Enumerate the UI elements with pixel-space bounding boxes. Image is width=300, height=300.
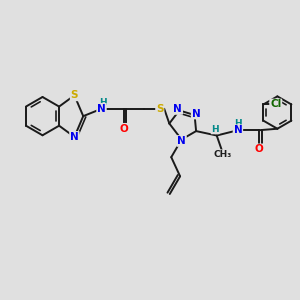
Text: N: N [173, 104, 182, 114]
Text: O: O [255, 144, 263, 154]
Text: H: H [234, 119, 242, 128]
Text: N: N [177, 136, 186, 146]
Text: S: S [71, 90, 78, 100]
Text: N: N [233, 125, 242, 135]
Text: O: O [119, 124, 128, 134]
Text: N: N [97, 104, 106, 114]
Text: CH₃: CH₃ [214, 150, 232, 159]
Text: S: S [156, 104, 164, 114]
Text: N: N [192, 109, 200, 118]
Text: H: H [212, 124, 219, 134]
Text: H: H [99, 98, 106, 107]
Text: Cl: Cl [270, 99, 281, 110]
Text: N: N [70, 132, 79, 142]
